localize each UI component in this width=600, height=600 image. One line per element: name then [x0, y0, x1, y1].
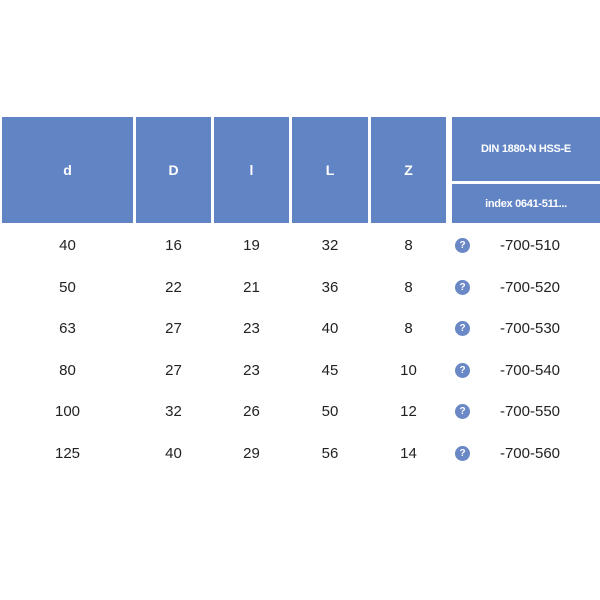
cell-L: 50 — [321, 403, 339, 420]
table-row: 63 27 23 40 8 -700-530? — [0, 308, 600, 349]
cell-index: -700-520 — [499, 278, 561, 296]
cell-D: 32 — [165, 403, 182, 420]
header-din: DIN 1880-N HSS-E — [452, 117, 600, 181]
cell-D: 16 — [165, 237, 182, 254]
question-circle-icon[interactable]: ? — [455, 321, 470, 336]
cell-L: 56 — [321, 444, 339, 462]
header-index: index 0641-511... — [452, 184, 600, 223]
header-D: D — [136, 117, 211, 223]
cell-l: 23 — [243, 320, 260, 337]
question-circle-icon[interactable]: ? — [455, 445, 470, 461]
header-d: d — [2, 117, 133, 223]
question-circle-icon[interactable]: ? — [455, 238, 470, 253]
cell-Z: 8 — [404, 320, 413, 337]
cell-L: 32 — [321, 237, 339, 254]
question-circle-icon[interactable]: ? — [455, 404, 470, 419]
cell-D: 22 — [165, 278, 182, 296]
cell-index: -700-510 — [499, 237, 561, 254]
cell-D: 27 — [165, 361, 182, 379]
table-row: 100 32 26 50 12 -700-550? — [0, 391, 600, 432]
cell-l: 26 — [243, 403, 260, 420]
cell-L: 36 — [321, 278, 339, 296]
cell-index: -700-530 — [499, 320, 561, 337]
cell-D: 40 — [165, 444, 182, 462]
cell-d: 80 — [59, 361, 76, 379]
table-row: 50 22 21 36 8 -700-520? — [0, 267, 600, 308]
cell-d: 100 — [54, 403, 81, 420]
cell-d: 40 — [59, 237, 76, 254]
cell-L: 45 — [321, 361, 339, 379]
cell-index: -700-550 — [499, 403, 561, 420]
cell-Z: 8 — [404, 278, 413, 296]
cell-d: 50 — [59, 278, 76, 296]
cell-index: -700-560 — [499, 444, 561, 462]
question-circle-icon[interactable]: ? — [455, 279, 470, 295]
table-row: 40 16 19 32 8 -700-510? — [0, 225, 600, 266]
table-row: 80 27 23 45 10 -700-540? — [0, 350, 600, 391]
header-Z: Z — [371, 117, 446, 223]
cell-Z: 14 — [400, 444, 417, 462]
table-row: 125 40 29 56 14 -700-560? — [0, 433, 600, 474]
cell-L: 40 — [321, 320, 339, 337]
header-l: l — [214, 117, 289, 223]
cell-Z: 12 — [400, 403, 417, 420]
cell-l: 21 — [243, 278, 260, 296]
header-L: L — [292, 117, 368, 223]
cell-D: 27 — [165, 320, 182, 337]
cell-l: 29 — [243, 444, 260, 462]
cell-l: 19 — [243, 237, 260, 254]
cell-Z: 10 — [400, 361, 417, 379]
cell-Z: 8 — [404, 237, 413, 254]
cell-d: 125 — [54, 444, 81, 462]
cell-d: 63 — [59, 320, 76, 337]
cell-index: -700-540 — [499, 361, 561, 379]
cell-l: 23 — [243, 361, 260, 379]
question-circle-icon[interactable]: ? — [455, 362, 470, 378]
